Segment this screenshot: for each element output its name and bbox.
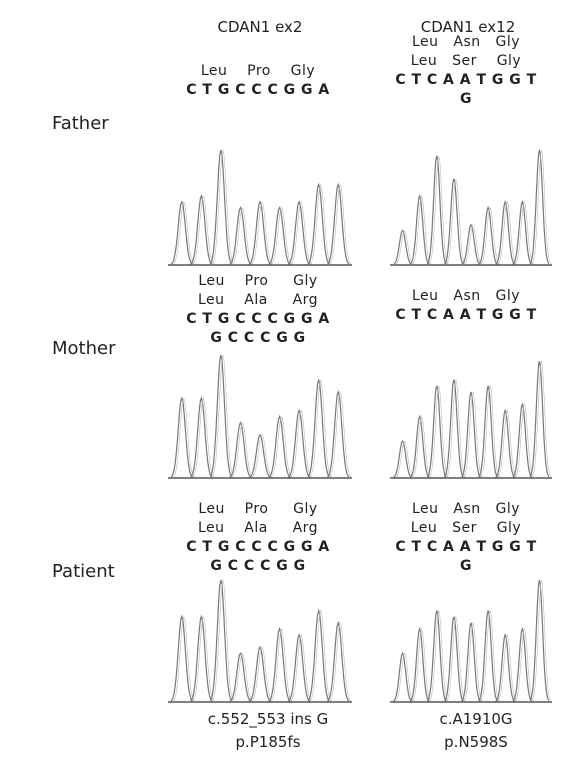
annotation: c.552_553 ins G (168, 710, 368, 728)
amino-acids: Leu Ala Arg (168, 519, 348, 538)
row-label: Mother (52, 338, 115, 359)
annotation: p.N598S (376, 733, 568, 751)
amino-acids: Leu Ala Arg (168, 291, 348, 310)
peak (513, 629, 532, 701)
sequence: G C C C G G (168, 557, 348, 576)
annotation: p.P185fs (168, 733, 368, 751)
amino-acids: Leu Pro Gly (168, 500, 348, 519)
amino-acids: Leu Asn Gly (376, 500, 556, 519)
sequence: C T C A A T G G T (376, 306, 556, 325)
amino-acids: Leu Pro Gly (168, 62, 348, 81)
sequence: C T C A A T G G T (376, 71, 556, 90)
sequence: G (376, 90, 556, 109)
column-header: CDAN1 ex2 (160, 18, 360, 36)
amino-acids: Leu Ser Gly (376, 52, 556, 71)
row-label: Father (52, 113, 109, 134)
amino-acids: Leu Asn Gly (376, 287, 556, 306)
amino-acids: Leu Asn Gly (376, 33, 556, 52)
row-label: Patient (52, 561, 115, 582)
sequence: C T G C C C G G A (168, 81, 348, 100)
sequence: C T C A A T G G T (376, 538, 556, 557)
figure: CDAN1 ex2CDAN1 ex12FatherLeu Pro GlyC T … (0, 0, 568, 761)
sequence: C T G C C C G G A (168, 538, 348, 557)
peak (513, 404, 532, 477)
peak (513, 202, 532, 264)
sequence: C T G C C C G G A (168, 310, 348, 329)
annotation: c.A1910G (376, 710, 568, 728)
amino-acids: Leu Ser Gly (376, 519, 556, 538)
sequence: G (376, 557, 556, 576)
sequence: G C C C G G (168, 329, 348, 348)
amino-acids: Leu Pro Gly (168, 272, 348, 291)
